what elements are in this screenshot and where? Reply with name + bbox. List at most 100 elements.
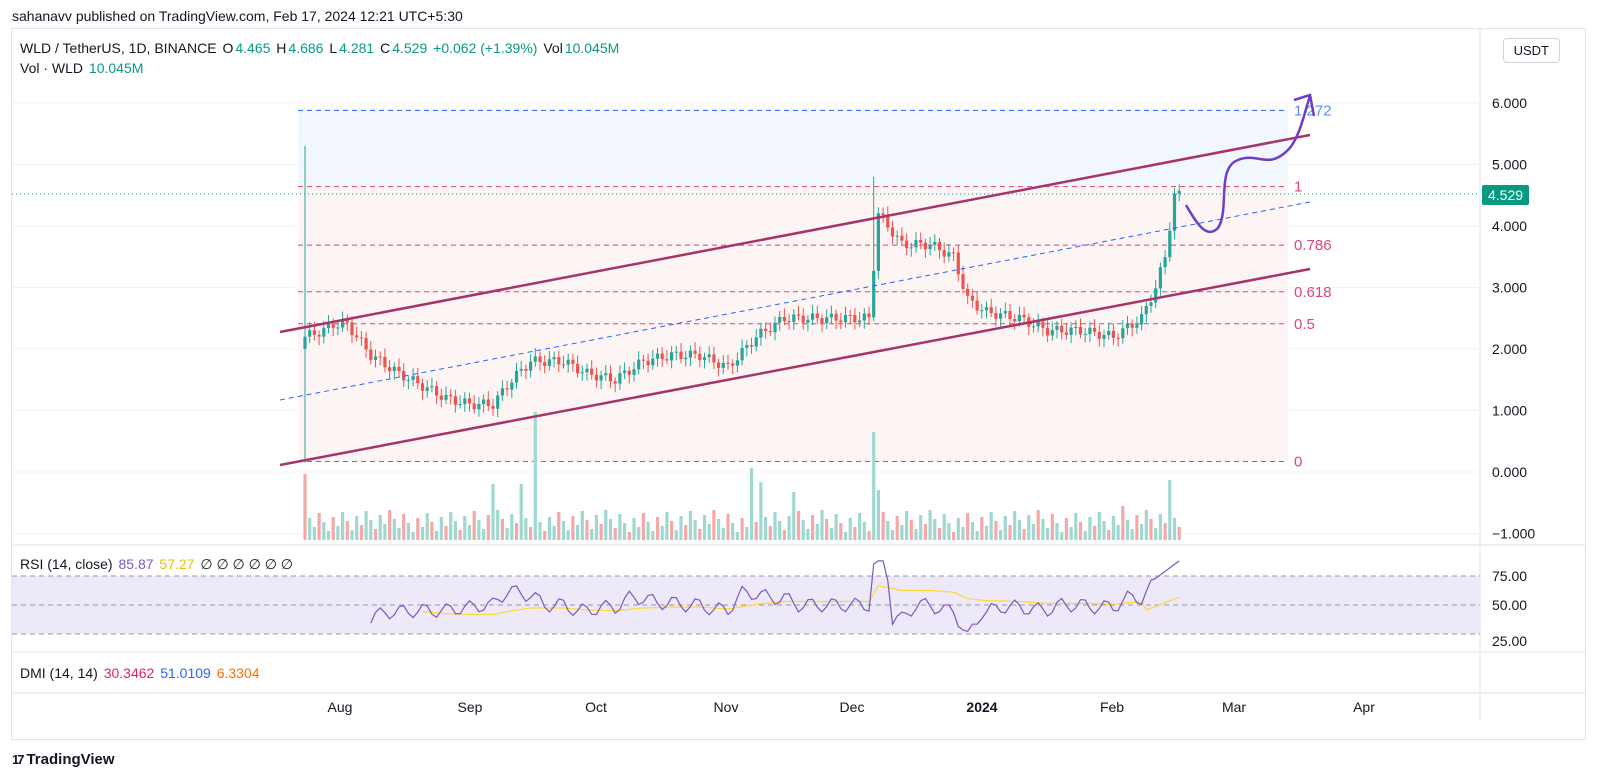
fib-level-label: 0.5 [1294, 316, 1315, 333]
rsi-label: RSI (14, close) [20, 556, 113, 572]
volume-bar [881, 512, 885, 540]
candle-body [712, 354, 716, 363]
volume-bar [900, 525, 904, 540]
volume-bar [331, 517, 335, 540]
candle-body [618, 373, 622, 384]
candle-body [999, 313, 1003, 319]
candle-body [585, 368, 589, 373]
volume-bar [557, 512, 561, 540]
candle-body [811, 313, 815, 320]
volume-bar [1088, 517, 1092, 540]
candle-body [359, 337, 363, 339]
volume-bar [312, 527, 316, 540]
volume-bar [458, 530, 462, 540]
volume-bar [416, 518, 420, 540]
candle-body [806, 319, 810, 323]
volume-bar [1022, 529, 1026, 540]
close-label: C [380, 40, 391, 56]
channel-upper-line [279, 133, 1311, 334]
volume-bar [721, 528, 725, 540]
volume-bar [749, 468, 754, 540]
tradingview-logo[interactable]: 17 TradingView [12, 751, 115, 768]
candle-body [735, 360, 739, 366]
candle-body [848, 315, 852, 317]
candle-body [853, 315, 857, 323]
candle-body [467, 398, 472, 404]
volume-bar [1149, 519, 1153, 540]
x-tick-label: 2024 [966, 699, 997, 715]
volume-bar [608, 519, 613, 540]
volume-bar [1064, 518, 1068, 540]
currency-button[interactable]: USDT [1502, 38, 1560, 63]
candle-body [923, 242, 927, 250]
volume-bar [623, 523, 627, 540]
volume-bar [402, 514, 406, 540]
candle-body [425, 387, 429, 391]
chart-frame [11, 28, 1586, 740]
volume-bar [1111, 516, 1115, 540]
volume-bar [999, 530, 1003, 540]
candle-body [557, 357, 561, 365]
volume-bar [477, 520, 481, 540]
volume-bar [947, 523, 951, 540]
candle-body [627, 370, 631, 375]
candle-body [952, 252, 956, 254]
volume-bar [707, 524, 711, 540]
candle-body [514, 370, 519, 383]
candle-body [576, 363, 580, 374]
volume-bar [1041, 519, 1045, 540]
candle-body [500, 388, 504, 396]
candle-body [416, 376, 420, 384]
candle-body [731, 363, 735, 366]
candle-body [388, 367, 392, 372]
y-tick-label: 2.000 [1492, 341, 1527, 357]
volume-bar [543, 531, 547, 540]
x-tick-label: Apr [1353, 699, 1375, 715]
candle-body [1116, 337, 1120, 339]
candle-body [580, 372, 584, 374]
volume-bar [467, 525, 472, 540]
candle-body [449, 394, 453, 397]
candle-body [641, 359, 645, 361]
rsi-tick-label: 50.00 [1492, 597, 1527, 613]
volume-bar [449, 512, 453, 540]
y-tick-label: 6.000 [1492, 95, 1527, 111]
tv-logo-icon: 17 [12, 752, 25, 767]
volume-bar [759, 482, 763, 540]
candle-body [378, 356, 382, 358]
volume-bar [566, 530, 570, 540]
candle-body [594, 374, 598, 381]
dmi-value-3: 6.3304 [216, 665, 260, 681]
volume-bar [345, 521, 349, 540]
candle-body [646, 360, 650, 366]
candle-body [1069, 327, 1073, 335]
candle-body [566, 359, 570, 365]
volume-bar [984, 526, 989, 540]
volume-bar [1008, 525, 1012, 540]
volume-bar [1121, 506, 1125, 540]
volume-bar [1017, 520, 1021, 540]
candle-body [881, 213, 885, 216]
volume-bar [322, 522, 326, 540]
volume-bar [1172, 518, 1177, 540]
projection-path [1184, 95, 1312, 234]
x-tick-label: Nov [714, 699, 739, 715]
symbol-label[interactable]: WLD / TetherUS, 1D, BINANCE [20, 40, 217, 56]
volume-bar [453, 521, 457, 540]
candle-body [721, 363, 725, 368]
volume-bar [731, 523, 735, 540]
candle-body [317, 334, 321, 337]
candle-body [1064, 332, 1068, 335]
volume-bar [355, 516, 359, 540]
volume-bar [1163, 523, 1167, 540]
candle-body [383, 356, 387, 368]
candle-body [665, 359, 669, 361]
candle-body [547, 359, 551, 366]
candle-body [707, 354, 711, 358]
candle-body [1163, 257, 1167, 268]
volume-bar [825, 519, 829, 540]
candle-body [552, 357, 556, 360]
volume-bar [1013, 511, 1017, 540]
projection-arrowhead [1293, 93, 1316, 117]
